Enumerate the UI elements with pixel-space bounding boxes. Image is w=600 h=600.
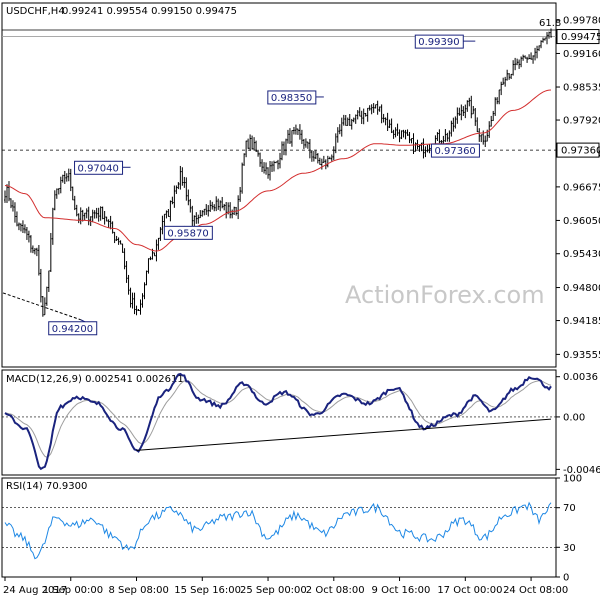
macd-tick-label: 0.0036 bbox=[563, 372, 598, 383]
rsi-tick-label: 0 bbox=[563, 573, 569, 584]
macd-tick-label: -0.004696 bbox=[563, 465, 600, 476]
macd-indicator: 0.0036 0.00 -0.004696 bbox=[2, 372, 600, 476]
rsi-title: RSI(14) 70.9300 bbox=[6, 481, 87, 492]
price-tick-label: 0.96675 bbox=[563, 182, 600, 193]
symbol-header: USDCHF,H4 bbox=[6, 6, 65, 17]
time-tick-label: 17 Oct 00:00 bbox=[437, 585, 502, 596]
descending-trendline bbox=[2, 292, 81, 321]
time-tick-label: 1 Sep 00:00 bbox=[43, 585, 103, 596]
time-tick-label: 8 Sep 08:00 bbox=[109, 585, 169, 596]
annotation-label: 0.97360 bbox=[434, 146, 475, 157]
rsi-tick-label: 70 bbox=[563, 503, 576, 514]
price-tick-label: 0.98535 bbox=[563, 83, 600, 94]
price-tick-label: 0.94185 bbox=[563, 316, 600, 327]
macd-trendline bbox=[136, 418, 552, 451]
rsi-panel-frame bbox=[1, 477, 557, 578]
time-tick-label: 25 Sep 00:00 bbox=[240, 585, 307, 596]
current-price-label: 0.99475 bbox=[561, 32, 600, 43]
annotation-label: 0.97040 bbox=[78, 163, 119, 174]
annotation-label: 0.99390 bbox=[418, 37, 459, 48]
watermark: ActionForex.com bbox=[345, 281, 545, 309]
ohlc-values: 0.99241 0.99554 0.99150 0.99475 bbox=[62, 6, 237, 17]
time-tick-label: 2 Oct 08:00 bbox=[306, 585, 365, 596]
annotation-label: 0.94200 bbox=[52, 324, 93, 335]
fib-label: 61.8 bbox=[539, 18, 561, 29]
macd-title: MACD(12,26,9) 0.002541 0.002611 bbox=[6, 374, 184, 385]
price-tick-label: 0.93555 bbox=[563, 350, 600, 361]
time-tick-label: 24 Oct 08:00 bbox=[503, 585, 568, 596]
annotation-box bbox=[163, 225, 213, 240]
rsi-indicator: 100 70 30 0 bbox=[2, 474, 582, 584]
annotation-box bbox=[74, 160, 124, 175]
time-tick-label: 15 Sep 16:00 bbox=[174, 585, 241, 596]
annotation-box bbox=[430, 143, 480, 158]
support-level-label: 0.97360 bbox=[561, 146, 600, 157]
macd-line bbox=[4, 372, 552, 471]
rsi-tick-label: 30 bbox=[563, 543, 576, 554]
annotation-label: 0.98350 bbox=[271, 93, 312, 104]
annotation-box bbox=[414, 34, 464, 49]
current-price-box bbox=[556, 29, 600, 45]
candlestick-series bbox=[4, 28, 552, 317]
support-level-box bbox=[556, 142, 600, 158]
annotation-box bbox=[267, 90, 317, 105]
macd-signal-line bbox=[4, 380, 552, 458]
macd-tick-label: 0.00 bbox=[563, 412, 585, 423]
price-axis: 0.997800.991600.985350.979200.973000.966… bbox=[2, 16, 600, 361]
rsi-tick-label: 100 bbox=[563, 474, 582, 485]
time-tick-label: 9 Oct 16:00 bbox=[372, 585, 431, 596]
price-panel-frame bbox=[1, 2, 557, 368]
rsi-line bbox=[4, 501, 552, 560]
annotation-box bbox=[48, 321, 98, 336]
ema-series bbox=[4, 89, 552, 252]
price-annotations: 0.99390 0.98350 0.97040 0.95870 0.94200 0.973… bbox=[48, 34, 480, 336]
annotation-label: 0.95870 bbox=[167, 228, 208, 239]
ema-line bbox=[4, 89, 552, 252]
macd-panel-frame bbox=[1, 369, 557, 476]
time-tick-label: 24 Aug 2017 bbox=[3, 585, 67, 596]
